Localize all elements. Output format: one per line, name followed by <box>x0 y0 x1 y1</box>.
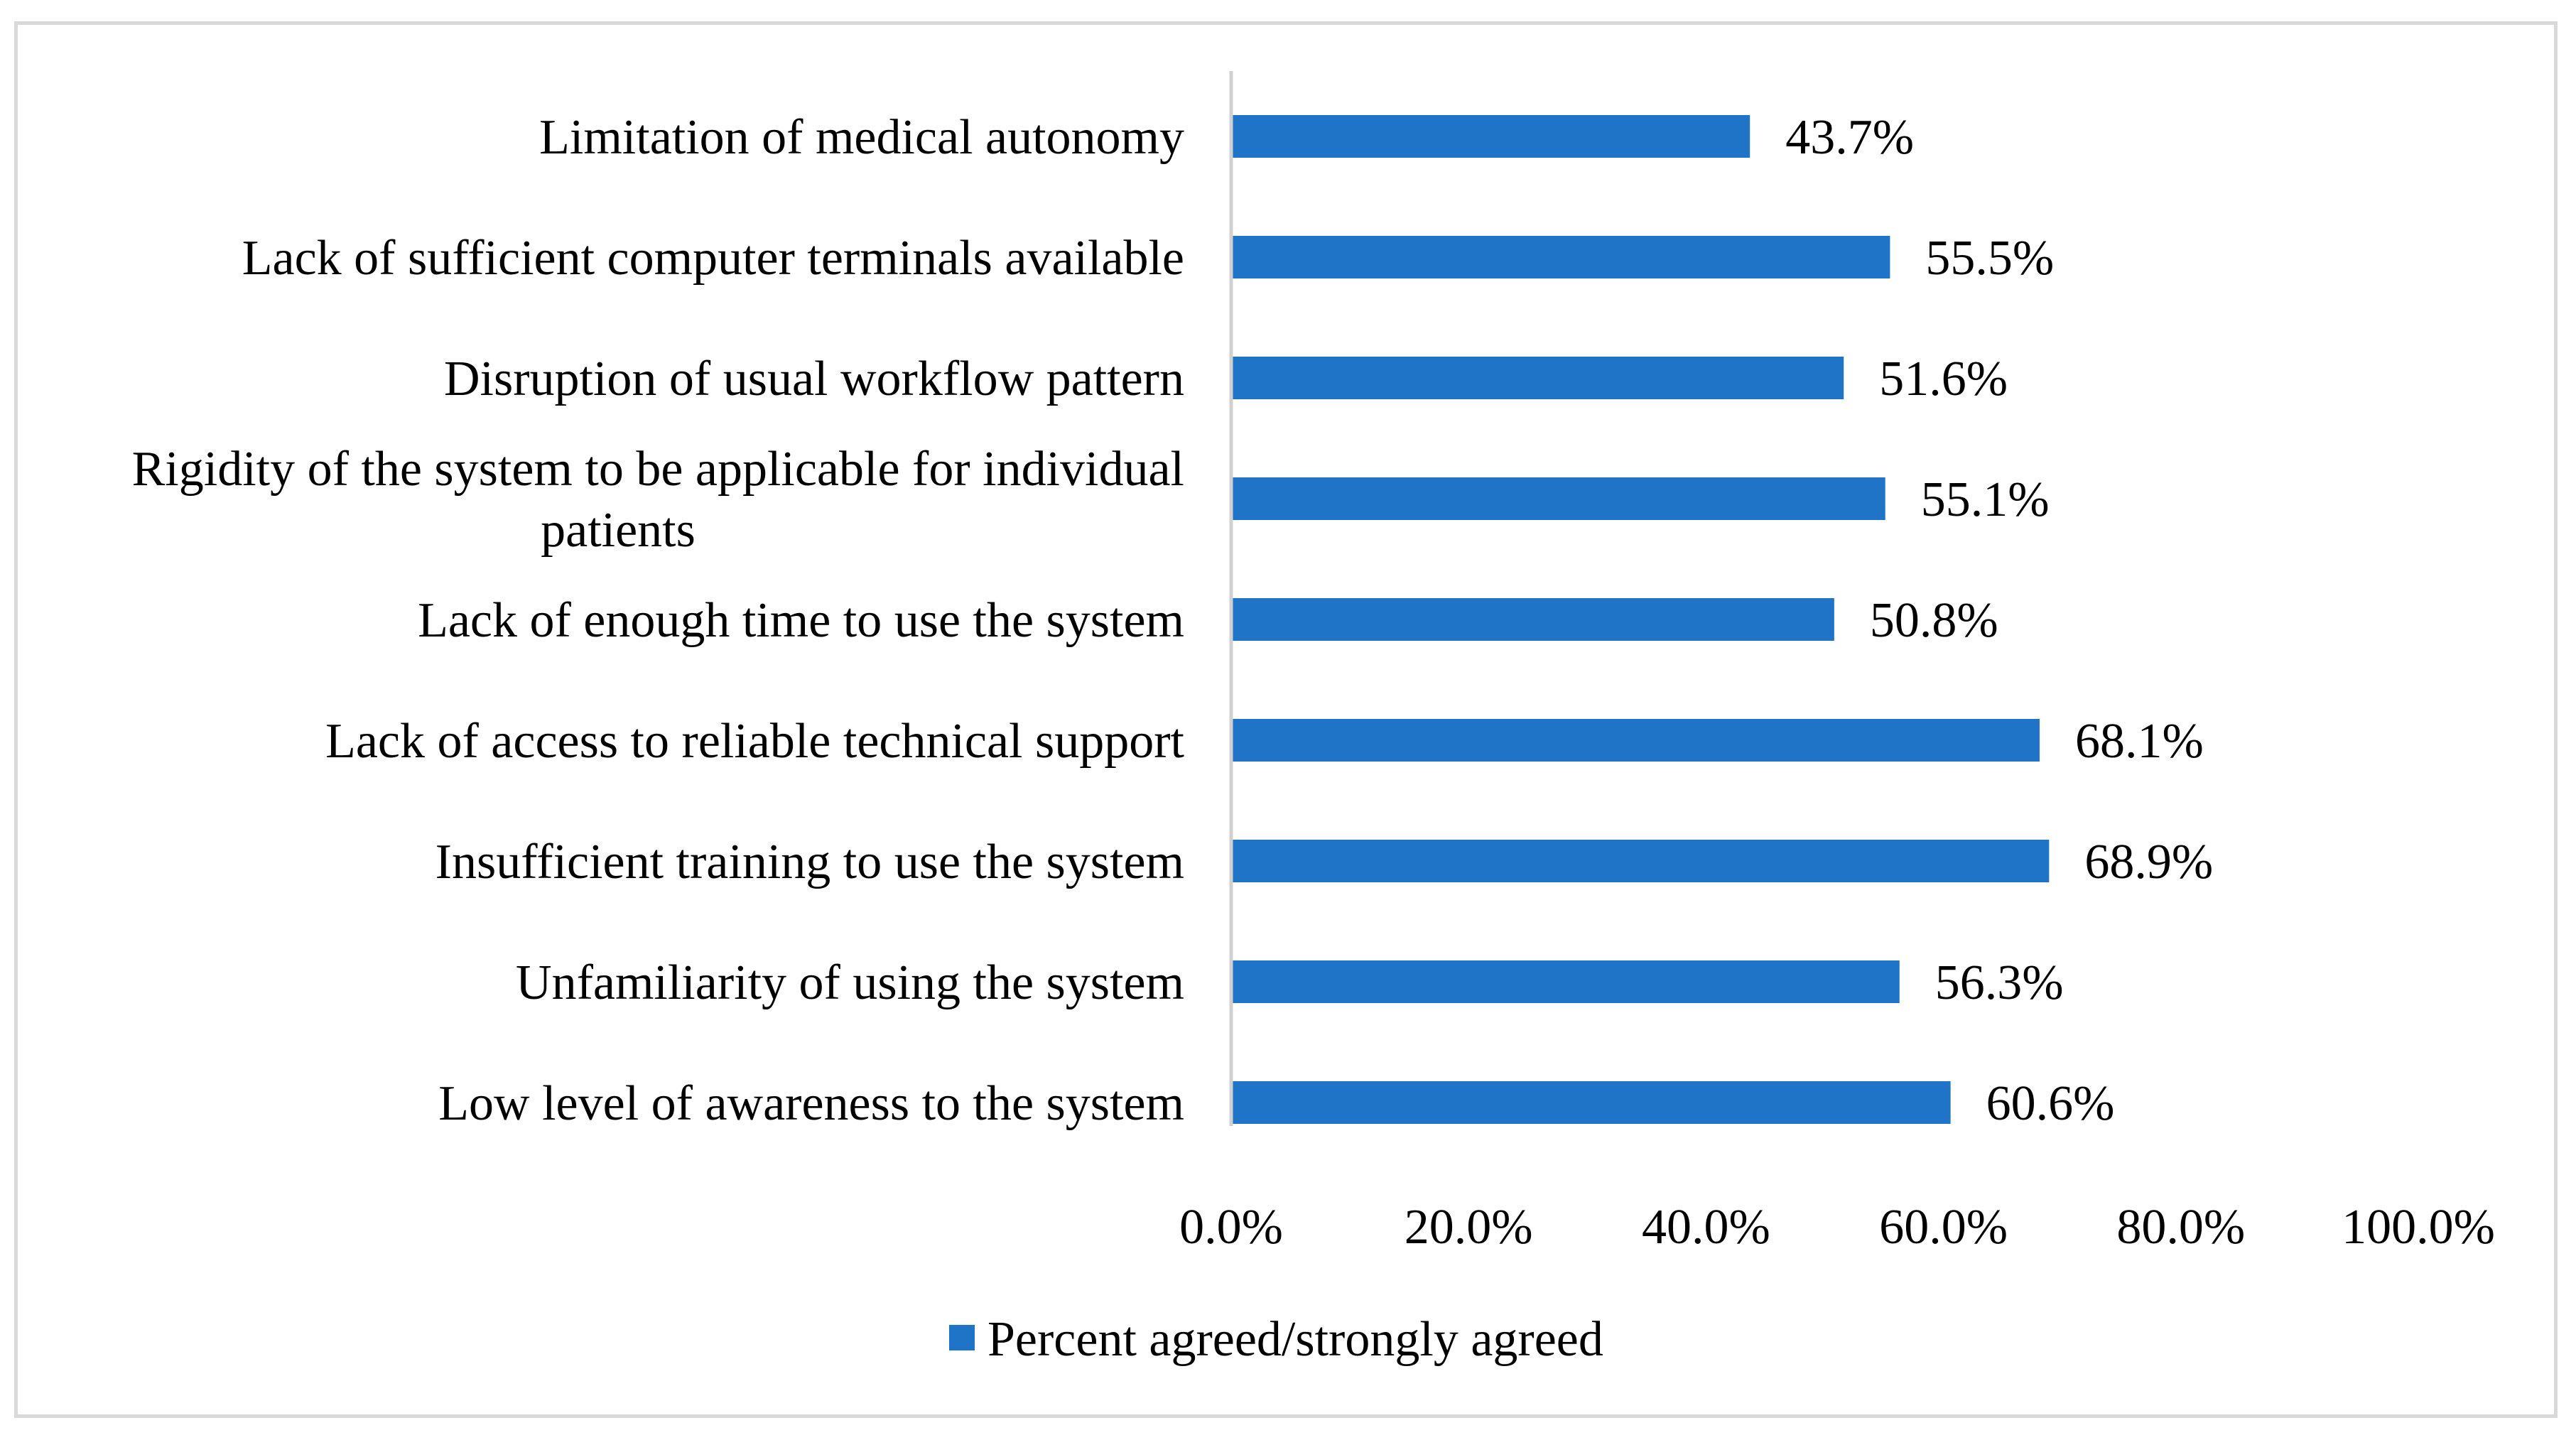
data-label: 68.1% <box>2075 714 2204 769</box>
data-label: 60.6% <box>1986 1076 2115 1131</box>
data-label: 43.7% <box>1785 110 1914 165</box>
category-label: Unfamiliarity of using the system <box>516 955 1184 1010</box>
bar <box>1231 840 2050 882</box>
bar <box>1231 236 1890 278</box>
data-label: 55.5% <box>1925 231 2054 286</box>
bar <box>1231 719 2040 762</box>
category-label: Rigidity of the system to be applicable … <box>132 442 1184 497</box>
category-label: Lack of access to reliable technical sup… <box>325 714 1184 769</box>
value-labels-group: 43.7% 55.5% 51.6% 55.1% 50.8% 68.1% 68.9% 56.3%… <box>1785 110 2213 1131</box>
bar <box>1231 1081 1951 1124</box>
bars-group <box>1231 115 2050 1124</box>
bar <box>1231 357 1844 399</box>
data-label: 50.8% <box>1870 593 1998 648</box>
category-label: Lack of enough time to use the system <box>418 593 1184 648</box>
bar <box>1231 598 1834 641</box>
data-label: 68.9% <box>2084 835 2213 889</box>
data-label: 51.6% <box>1879 352 2008 406</box>
x-tick-label: 80.0% <box>2116 1200 2245 1255</box>
bar <box>1231 960 1900 1003</box>
category-label: Lack of sufficient computer terminals av… <box>242 231 1184 286</box>
x-tick-label: 100.0% <box>2342 1200 2495 1255</box>
legend-swatch <box>949 1325 975 1350</box>
legend-label: Percent agreed/strongly agreed <box>987 1312 1603 1367</box>
category-label: Insufficient training to use the system <box>435 835 1184 889</box>
x-tick-label: 40.0% <box>1642 1200 1770 1255</box>
x-tick-label: 0.0% <box>1179 1200 1283 1255</box>
x-tick-labels-group: 0.0% 20.0% 40.0% 60.0% 80.0% 100.0% <box>1179 1200 2495 1255</box>
category-label: Disruption of usual workflow pattern <box>444 352 1184 406</box>
category-label: Limitation of medical autonomy <box>539 110 1184 165</box>
bar <box>1231 115 1750 158</box>
category-label: patients <box>541 503 696 558</box>
x-tick-label: 20.0% <box>1405 1200 1533 1255</box>
legend: Percent agreed/strongly agreed <box>949 1312 1603 1367</box>
category-labels-group: Limitation of medical autonomy Lack of su… <box>132 110 1185 1131</box>
data-label: 56.3% <box>1935 955 2064 1010</box>
x-tick-label: 60.0% <box>1879 1200 2008 1255</box>
data-label: 55.1% <box>1921 472 2050 527</box>
category-label: Low level of awareness to the system <box>438 1076 1184 1131</box>
bar <box>1231 477 1885 520</box>
